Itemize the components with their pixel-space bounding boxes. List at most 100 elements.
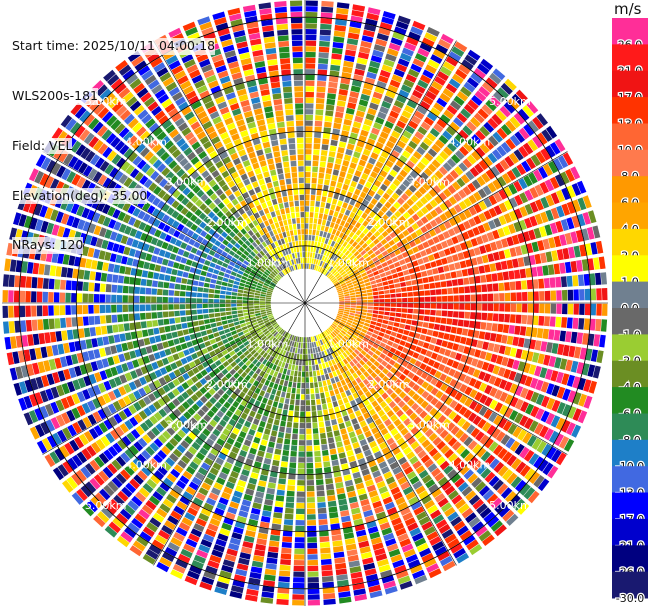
- ray-gate: [136, 159, 147, 170]
- ray-gate: [444, 210, 453, 219]
- ray-gate: [444, 386, 453, 395]
- ray-gate: [356, 274, 362, 280]
- ray-gate: [488, 412, 498, 423]
- ray-gate: [471, 521, 484, 533]
- ray-gate: [538, 278, 545, 289]
- ray-gate: [444, 485, 456, 496]
- ray-gate: [200, 539, 213, 548]
- ray-gate: [324, 472, 333, 479]
- ray-gate: [335, 230, 341, 237]
- ray-gate: [481, 284, 488, 292]
- ray-gate: [364, 515, 375, 523]
- ray-gate: [454, 498, 467, 510]
- ray-gate: [181, 382, 190, 390]
- ray-gate: [163, 477, 174, 488]
- ray-gate: [215, 538, 227, 547]
- ray-gate: [416, 210, 424, 218]
- ray-gate: [250, 566, 263, 574]
- ray-gate: [313, 143, 321, 150]
- ray-gate: [363, 167, 371, 175]
- ray-gate: [153, 186, 162, 196]
- ray-gate: [590, 242, 598, 255]
- ray-gate: [266, 293, 272, 296]
- ray-gate: [79, 340, 87, 350]
- ray-gate: [492, 479, 504, 491]
- ray-gate: [189, 267, 196, 274]
- ray-gate: [65, 280, 72, 291]
- ray-gate: [276, 598, 289, 606]
- ray-gate: [280, 559, 291, 566]
- ray-gate: [376, 242, 383, 249]
- ray-gate: [77, 377, 86, 389]
- ray-gate: [185, 259, 193, 266]
- ray-gate: [399, 52, 412, 62]
- ray-gate: [207, 333, 215, 340]
- ray-gate: [407, 371, 415, 379]
- ray-gate: [233, 574, 246, 582]
- ray-gate: [314, 132, 322, 138]
- ray-gate: [259, 305, 266, 308]
- ray-gate: [254, 308, 260, 311]
- ray-gate: [393, 261, 401, 268]
- ray-gate: [336, 100, 346, 107]
- ray-gate: [388, 263, 395, 270]
- ray-gate: [110, 366, 118, 377]
- ray-gate: [337, 585, 350, 593]
- ray-gate: [318, 58, 329, 64]
- ray-gate: [197, 287, 204, 292]
- ray-gate: [211, 512, 223, 522]
- ray-gate: [424, 458, 434, 468]
- ray-gate: [81, 402, 91, 414]
- ray-gate: [413, 309, 419, 314]
- ray-gate: [259, 277, 266, 283]
- ray-gate: [199, 447, 209, 456]
- ray-gate: [560, 276, 567, 288]
- ray-gate: [46, 435, 58, 448]
- ray-gate: [14, 320, 21, 333]
- ray-gate: [104, 164, 115, 175]
- ray-gate: [320, 558, 332, 565]
- ray-gate: [228, 223, 236, 230]
- ray-gate: [451, 254, 459, 262]
- ray-gate: [572, 408, 582, 422]
- ray-gate: [213, 367, 221, 375]
- ray-gate: [418, 290, 425, 296]
- ray-gate: [162, 214, 170, 223]
- ray-gate: [546, 125, 558, 139]
- ray-gate: [551, 399, 561, 412]
- ray-gate: [385, 160, 394, 168]
- ray-gate: [248, 306, 254, 309]
- ray-gate: [227, 506, 238, 515]
- ray-gate: [180, 207, 189, 216]
- ray-gate: [175, 527, 188, 537]
- ray-gate: [195, 381, 203, 389]
- ray-gate: [92, 212, 101, 223]
- ray-gate: [434, 76, 446, 86]
- ray-gate: [270, 430, 278, 437]
- ray-gate: [222, 393, 230, 401]
- ray-gate: [82, 351, 90, 362]
- ray-gate: [267, 399, 273, 406]
- ray-gate: [529, 215, 538, 227]
- ray-gate: [471, 179, 481, 190]
- ray-gate: [143, 337, 151, 346]
- ray-gate: [143, 261, 150, 270]
- ray-gate: [383, 315, 390, 320]
- ray-gate: [263, 372, 269, 379]
- ray-gate: [398, 155, 408, 164]
- ray-gate: [358, 178, 366, 186]
- ray-gate: [341, 227, 347, 234]
- ray-gate: [128, 392, 137, 403]
- ray-gate: [419, 100, 431, 110]
- ray-gate: [196, 235, 204, 243]
- ray-gate: [360, 259, 367, 266]
- ray-gate: [52, 372, 61, 384]
- ray-gate: [423, 414, 432, 423]
- ray-gate: [329, 186, 335, 193]
- ray-gate: [549, 316, 556, 327]
- ray-gate: [459, 295, 465, 302]
- ray-gate: [556, 303, 562, 314]
- ray-gate: [251, 319, 257, 324]
- ray-gate: [317, 334, 321, 340]
- ray-gate: [518, 127, 530, 140]
